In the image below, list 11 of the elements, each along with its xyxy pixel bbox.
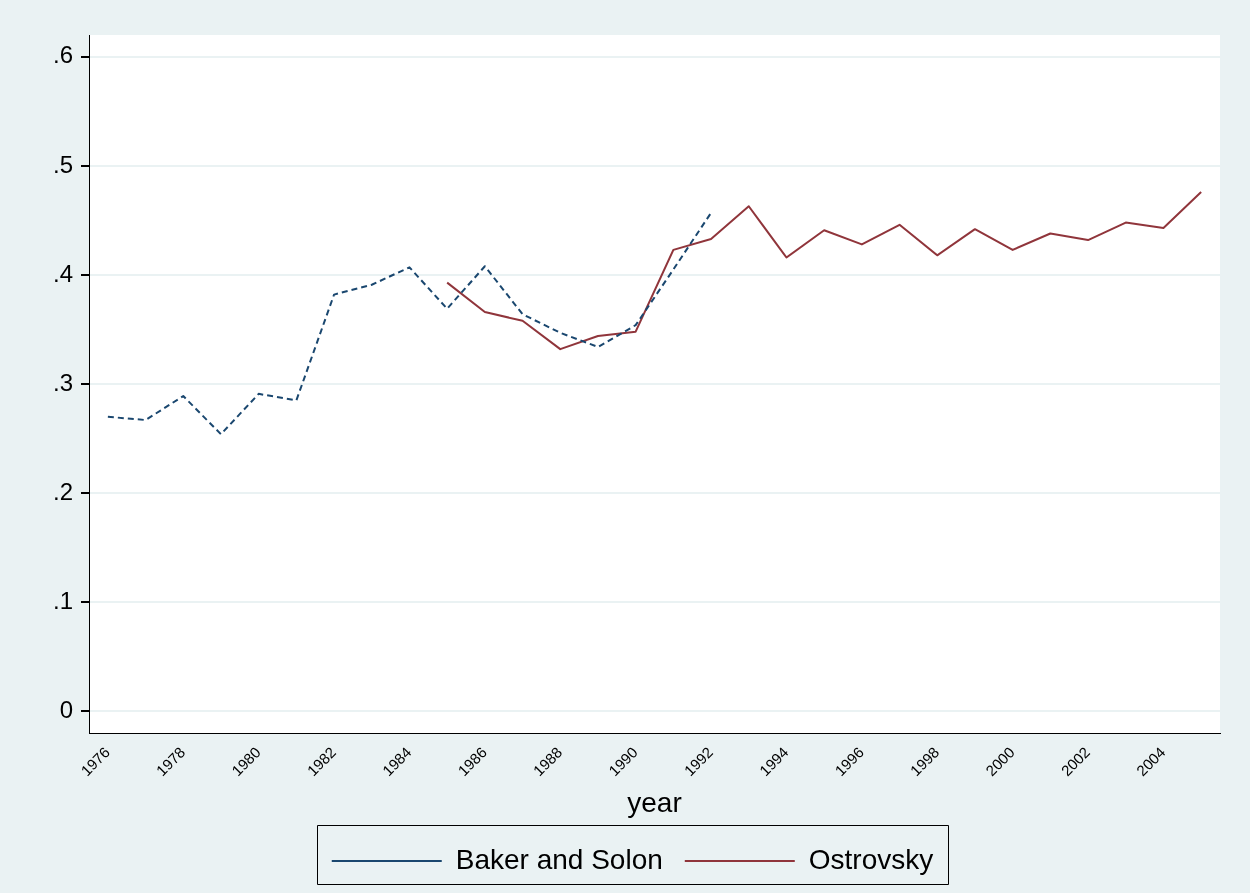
- y-tick-label: .5: [53, 150, 74, 178]
- legend-label: Baker and Solon: [455, 843, 663, 875]
- y-tick-label: .1: [53, 586, 74, 614]
- y-tick-label: .4: [53, 259, 74, 287]
- legend-label: Ostrovsky: [808, 843, 934, 875]
- y-tick-label: .6: [53, 41, 74, 69]
- x-axis-title: year: [627, 786, 682, 818]
- y-tick-label: 0: [59, 695, 74, 723]
- line-series: [106, 211, 713, 436]
- y-tick-label: .2: [53, 477, 74, 505]
- y-tick-label: .3: [53, 368, 74, 396]
